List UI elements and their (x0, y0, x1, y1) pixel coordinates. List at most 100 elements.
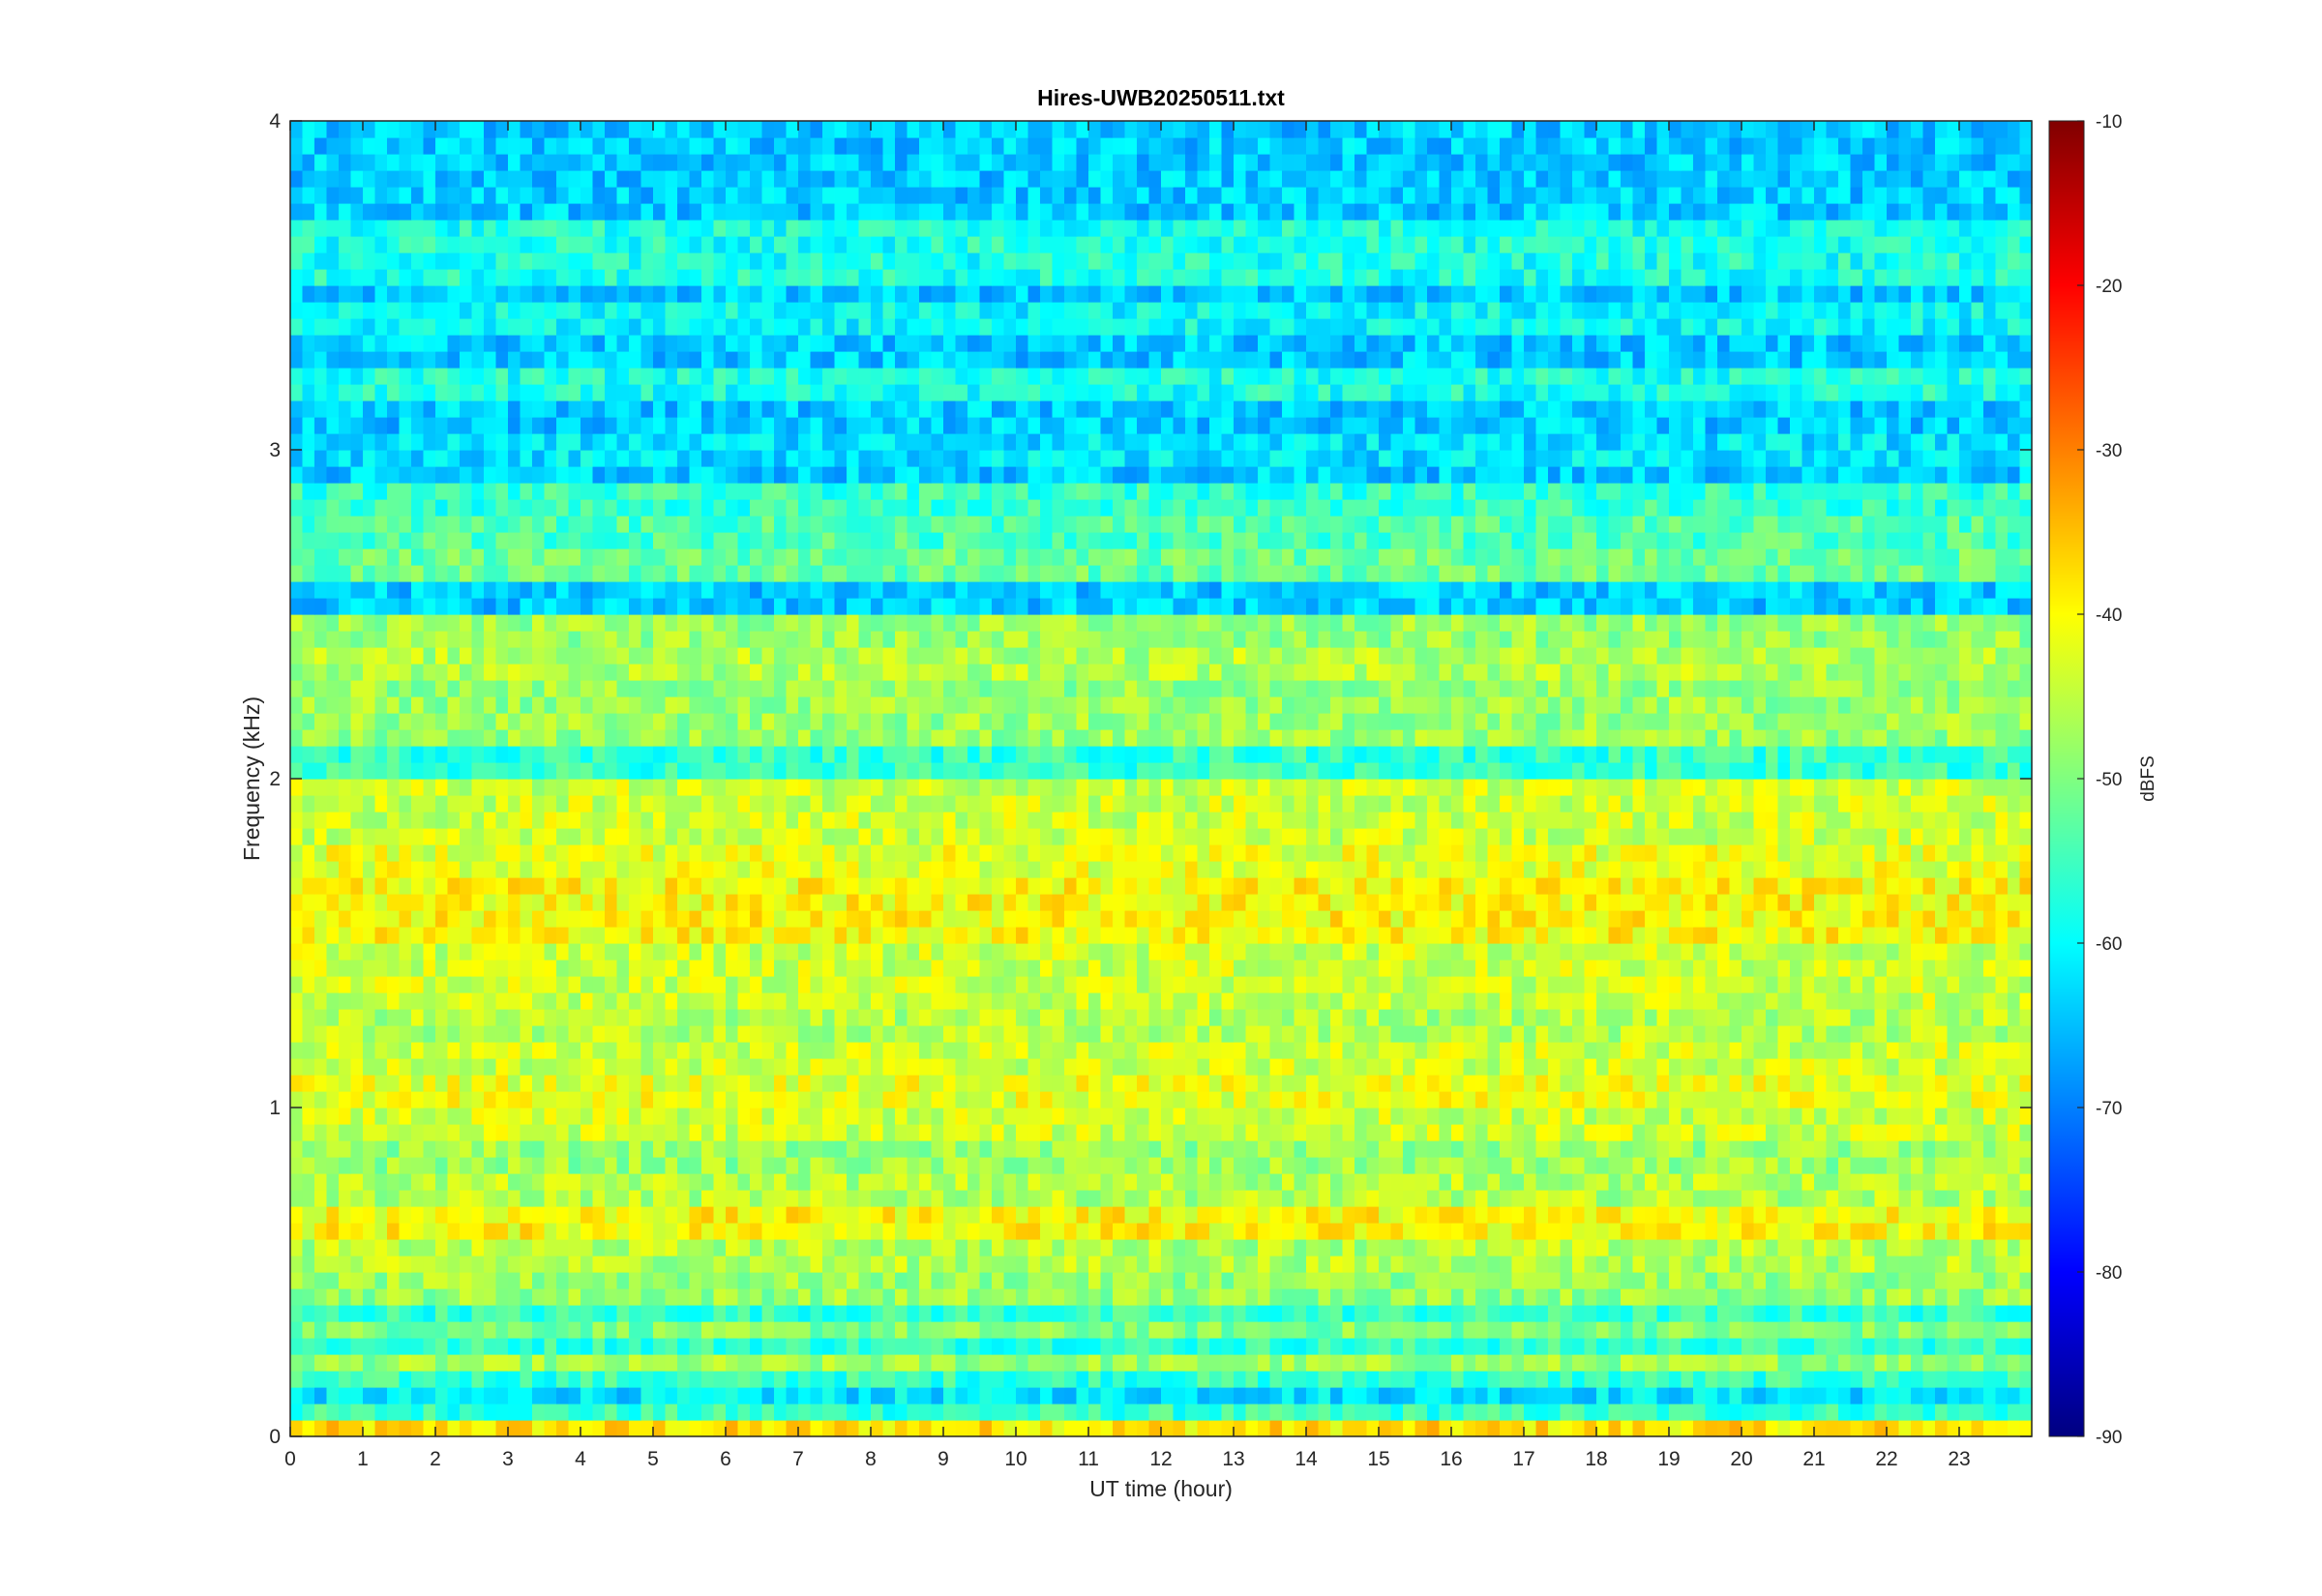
heatmap-cell (786, 1025, 799, 1043)
heatmap-cell (1088, 1025, 1102, 1043)
heatmap-cell (1814, 1042, 1828, 1059)
heatmap-cell (1161, 1256, 1175, 1273)
heatmap-cell (1040, 1420, 1054, 1437)
heatmap-cell (1403, 927, 1416, 944)
heatmap-cell (580, 1124, 594, 1141)
heatmap-cell (677, 877, 691, 895)
heatmap-cell (399, 1239, 412, 1256)
heatmap-cell (665, 1404, 678, 1421)
heatmap-cell (1475, 1173, 1489, 1191)
heatmap-cell (520, 960, 533, 977)
heatmap-cell (1379, 976, 1392, 993)
heatmap-cell (1451, 960, 1465, 977)
heatmap-cell (314, 1321, 328, 1339)
heatmap-cell (1596, 1404, 1610, 1421)
heatmap-cell (1548, 1009, 1562, 1026)
heatmap-cell (713, 910, 727, 928)
heatmap-cell (471, 976, 485, 993)
heatmap-cell (1318, 1223, 1331, 1240)
heatmap-cell (1753, 1075, 1767, 1092)
heatmap-cell (1887, 1420, 1900, 1437)
heatmap-cell (605, 1058, 618, 1076)
heatmap-cell (701, 1272, 715, 1289)
heatmap-cell (447, 1124, 461, 1141)
heatmap-cell (629, 1124, 642, 1141)
heatmap-cell (1983, 1321, 1997, 1339)
heatmap-cell (1995, 1371, 2009, 1388)
heatmap-cell (1838, 927, 1852, 944)
heatmap-cell (1947, 1354, 1960, 1372)
heatmap-cell (871, 1140, 884, 1158)
heatmap-cell (339, 1338, 352, 1355)
heatmap-cell (1040, 861, 1054, 878)
heatmap-cell (1983, 1256, 1997, 1273)
heatmap-cell (2019, 1404, 2033, 1421)
heatmap-cell (1088, 1404, 1102, 1421)
heatmap-cell (907, 927, 920, 944)
heatmap-cell (1887, 1157, 1900, 1174)
heatmap-cell (1596, 1108, 1610, 1125)
heatmap-cell (689, 1173, 702, 1191)
heatmap-cell (761, 1009, 775, 1026)
heatmap-cell (907, 1338, 920, 1355)
heatmap-cell (1766, 1256, 1779, 1273)
heatmap-cell (737, 1256, 751, 1273)
heatmap-cell (629, 1042, 642, 1059)
heatmap-cell (822, 1042, 836, 1059)
heatmap-cell (605, 861, 618, 878)
heatmap-cell (640, 1075, 654, 1092)
heatmap-cell (1318, 1321, 1331, 1339)
heatmap-cell (1911, 877, 1924, 895)
heatmap-cell (1088, 1075, 1102, 1092)
heatmap-cell (640, 960, 654, 977)
heatmap-cell (774, 1108, 788, 1125)
heatmap-cell (1814, 1190, 1828, 1207)
heatmap-cell (2019, 1256, 2033, 1273)
heatmap-cell (640, 910, 654, 928)
heatmap-cell (1717, 1321, 1731, 1339)
heatmap-cell (895, 960, 908, 977)
heatmap-cell (1342, 1321, 1355, 1339)
heatmap-cell (1790, 943, 1803, 961)
heatmap-cell (1016, 1108, 1029, 1125)
heatmap-cell (290, 1321, 304, 1339)
heatmap-cell (677, 1404, 691, 1421)
heatmap-cell (1354, 1387, 1368, 1404)
heatmap-cell (1161, 1371, 1175, 1388)
heatmap-cell (1209, 960, 1223, 977)
heatmap-cell (750, 894, 763, 911)
heatmap-cell (1318, 1371, 1331, 1388)
heatmap-cell (1439, 1124, 1452, 1141)
heatmap-cell (544, 1124, 557, 1141)
heatmap-cell (1403, 1108, 1416, 1125)
heatmap-cell (968, 943, 981, 961)
heatmap-cell (1753, 1223, 1767, 1240)
heatmap-cell (992, 1206, 1005, 1224)
heatmap-cell (1572, 992, 1586, 1010)
heatmap-cell (1862, 894, 1876, 911)
heatmap-cell (1959, 1371, 1973, 1388)
heatmap-cell (1729, 1239, 1742, 1256)
heatmap-cell (1596, 1420, 1610, 1437)
heatmap-cell (302, 1157, 315, 1174)
heatmap-cell (1330, 1321, 1344, 1339)
heatmap-cell (1947, 877, 1960, 895)
heatmap-cell (1282, 1371, 1295, 1388)
heatmap-cell (411, 1288, 425, 1306)
heatmap-cell (979, 1124, 993, 1141)
heatmap-cell (1693, 1420, 1707, 1437)
heatmap-cell (1342, 1190, 1355, 1207)
heatmap-cell (882, 1042, 896, 1059)
heatmap-cell (1935, 1272, 1949, 1289)
heatmap-cell (1427, 1321, 1441, 1339)
heatmap-cell (1269, 1420, 1283, 1437)
heatmap-cell (1621, 960, 1634, 977)
heatmap-cell (1935, 1025, 1949, 1043)
heatmap-cell (1451, 1338, 1465, 1355)
heatmap-cell (1016, 1173, 1029, 1191)
heatmap-cell (1572, 1075, 1586, 1092)
heatmap-cell (1209, 1157, 1223, 1174)
heatmap-cell (858, 1124, 872, 1141)
heatmap-cell (363, 1239, 376, 1256)
heatmap-cell (1560, 992, 1573, 1010)
